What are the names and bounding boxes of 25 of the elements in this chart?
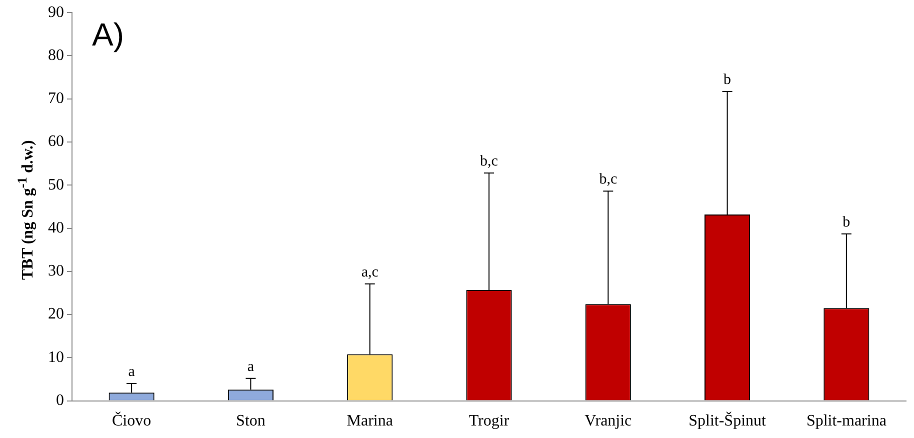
y-tick-label: 90: [48, 4, 64, 21]
y-tick-label: 60: [48, 133, 64, 150]
x-tick-label: Marina: [346, 412, 393, 430]
annotation: b: [842, 214, 850, 230]
x-tick-label: Split-Špinut: [688, 412, 767, 430]
y-tick-label: 10: [48, 348, 64, 366]
x-tick-label: Vranjic: [584, 412, 632, 430]
y-tick-label: 30: [48, 262, 64, 280]
annotation: a: [128, 364, 136, 380]
y-tick-label: 50: [48, 176, 64, 194]
x-tick-label: Ston: [236, 412, 266, 430]
annotation: a: [247, 358, 254, 375]
x-tick-label: Čiovo: [112, 412, 152, 430]
y-tick-label: 0: [56, 392, 64, 410]
y-tick-label: 80: [48, 46, 64, 64]
x-tick-label: Trogir: [468, 412, 510, 430]
x-tick-label: Split-marina: [806, 412, 886, 430]
annotation: b: [724, 72, 732, 88]
annotation: A): [92, 16, 124, 52]
y-tick-label: 20: [48, 306, 64, 323]
annotation: b,c: [599, 172, 618, 188]
annotation: b,c: [480, 153, 498, 170]
y-tick-label: 40: [48, 219, 64, 236]
annotation: a,c: [361, 264, 379, 280]
y-tick-label: 70: [48, 90, 64, 108]
